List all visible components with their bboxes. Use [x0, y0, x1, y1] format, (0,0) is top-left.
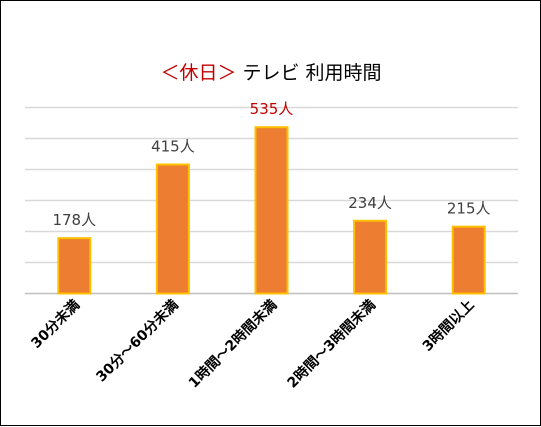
bar-series	[57, 126, 486, 295]
data-label: 535人	[250, 100, 294, 118]
data-label: 215人	[447, 200, 491, 218]
chart-title: ＜休日＞ テレビ 利用時間	[160, 62, 381, 84]
x-tick-label: 1時間～2時間未満	[185, 296, 280, 391]
x-tick-label: 30分～60分未満	[93, 296, 182, 385]
data-labels: 178人 415人 535人 234人 215人	[52, 100, 490, 229]
bar	[254, 126, 289, 295]
x-axis-tick-labels: 30分未満 30分～60分未満 1時間～2時間未満 2時間～3時間未満 3時間以上	[28, 296, 478, 391]
bar	[353, 219, 388, 295]
bar	[155, 163, 190, 295]
data-label: 178人	[52, 211, 96, 229]
x-tick-label: 30分未満	[28, 296, 83, 351]
chart-title-text: テレビ 利用時間	[242, 62, 381, 84]
data-label: 234人	[348, 194, 392, 212]
bar	[451, 225, 486, 295]
data-label: 415人	[151, 138, 195, 156]
bar	[57, 237, 92, 295]
x-tick-label: 2時間～3時間未満	[284, 296, 379, 391]
chart-title-prefix: ＜休日＞	[160, 62, 236, 84]
x-tick-label: 3時間以上	[419, 296, 478, 355]
